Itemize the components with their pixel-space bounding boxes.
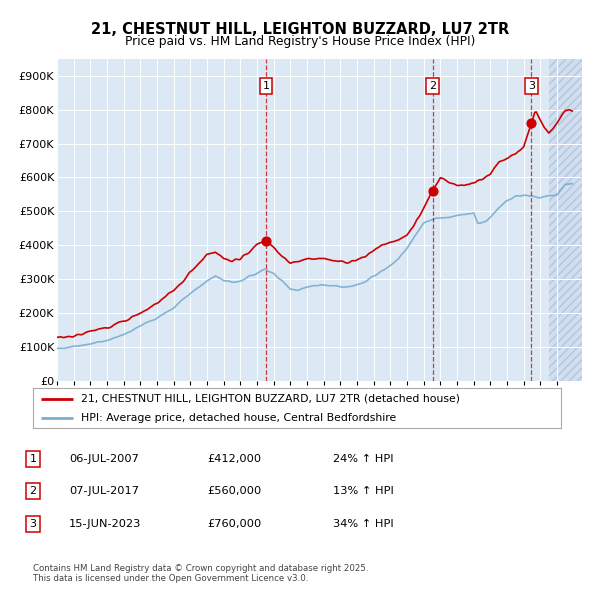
Text: £412,000: £412,000 bbox=[207, 454, 261, 464]
Text: 2: 2 bbox=[429, 81, 436, 91]
Text: 3: 3 bbox=[29, 519, 37, 529]
Text: 13% ↑ HPI: 13% ↑ HPI bbox=[333, 486, 394, 496]
Text: £560,000: £560,000 bbox=[207, 486, 261, 496]
Point bbox=[527, 119, 536, 128]
Point bbox=[428, 186, 437, 196]
Text: Price paid vs. HM Land Registry's House Price Index (HPI): Price paid vs. HM Land Registry's House … bbox=[125, 35, 475, 48]
Text: 24% ↑ HPI: 24% ↑ HPI bbox=[333, 454, 394, 464]
Text: Contains HM Land Registry data © Crown copyright and database right 2025.
This d: Contains HM Land Registry data © Crown c… bbox=[33, 563, 368, 583]
Text: 34% ↑ HPI: 34% ↑ HPI bbox=[333, 519, 394, 529]
Text: 1: 1 bbox=[262, 81, 269, 91]
Text: £760,000: £760,000 bbox=[207, 519, 261, 529]
Point bbox=[261, 237, 271, 246]
Text: HPI: Average price, detached house, Central Bedfordshire: HPI: Average price, detached house, Cent… bbox=[80, 413, 396, 422]
Text: 07-JUL-2017: 07-JUL-2017 bbox=[69, 486, 139, 496]
Text: 3: 3 bbox=[528, 81, 535, 91]
Text: 06-JUL-2007: 06-JUL-2007 bbox=[69, 454, 139, 464]
Text: 15-JUN-2023: 15-JUN-2023 bbox=[69, 519, 142, 529]
Bar bbox=[548, 59, 582, 381]
Text: 21, CHESTNUT HILL, LEIGHTON BUZZARD, LU7 2TR (detached house): 21, CHESTNUT HILL, LEIGHTON BUZZARD, LU7… bbox=[80, 394, 460, 404]
Text: 21, CHESTNUT HILL, LEIGHTON BUZZARD, LU7 2TR: 21, CHESTNUT HILL, LEIGHTON BUZZARD, LU7… bbox=[91, 22, 509, 37]
Text: 1: 1 bbox=[29, 454, 37, 464]
Text: 2: 2 bbox=[29, 486, 37, 496]
